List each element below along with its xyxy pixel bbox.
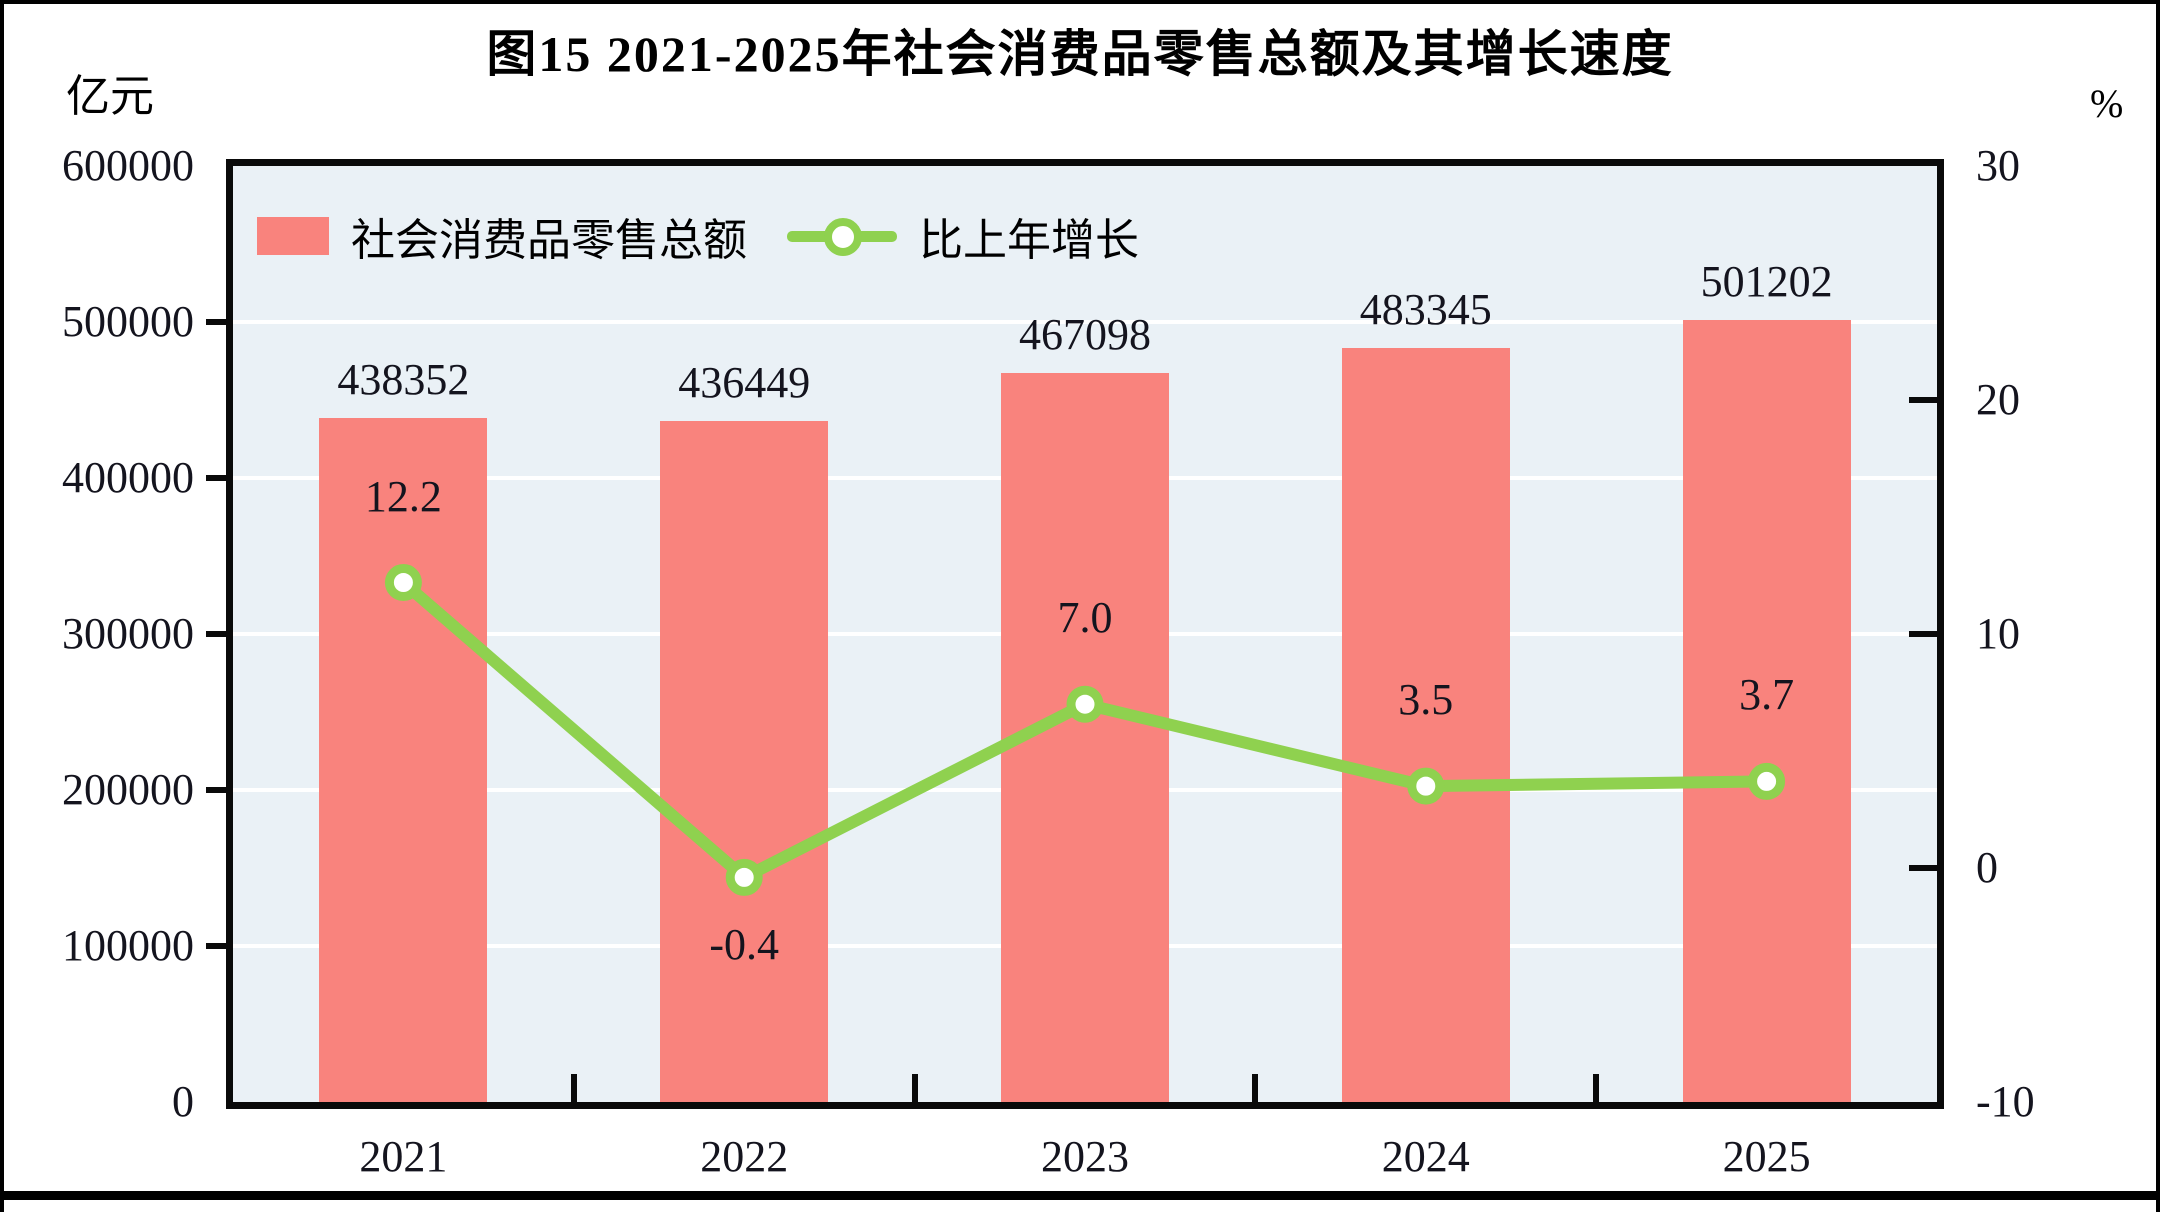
growth-value-label: 3.5 bbox=[1398, 675, 1454, 725]
bar-value-label: 436449 bbox=[678, 358, 811, 408]
legend-line-label: 比上年增长 bbox=[919, 216, 1139, 265]
bar-value-label: 501202 bbox=[1700, 257, 1833, 307]
chart-title: 图15 2021-2025年社会消费品零售总额及其增长速度 bbox=[486, 26, 1674, 82]
left-axis-tick-label: 0 bbox=[172, 1077, 194, 1126]
growth-marker bbox=[1748, 762, 1786, 800]
growth-marker bbox=[725, 858, 763, 896]
x-axis-category-label: 2021 bbox=[359, 1132, 448, 1181]
left-axis-tick bbox=[206, 319, 226, 325]
right-axis-tick bbox=[1909, 865, 1937, 871]
x-axis-tick bbox=[570, 1074, 577, 1102]
bar-layer bbox=[233, 166, 1937, 1102]
x-axis-tick bbox=[1252, 1074, 1259, 1102]
inner-axis-ticks bbox=[233, 166, 1937, 1102]
right-axis-tick bbox=[1909, 631, 1937, 637]
bar bbox=[1341, 347, 1510, 1102]
left-axis-tick-label: 600000 bbox=[62, 141, 194, 190]
left-axis-tick bbox=[206, 943, 226, 949]
gridline bbox=[233, 320, 1937, 324]
bar-series-swatch-icon bbox=[257, 217, 329, 255]
bar bbox=[660, 421, 829, 1102]
growth-marker bbox=[1407, 767, 1445, 805]
x-axis-category-label: 2023 bbox=[1041, 1132, 1129, 1181]
x-axis-tick bbox=[1593, 1074, 1600, 1102]
bar bbox=[319, 418, 488, 1102]
left-axis-tick bbox=[206, 475, 226, 481]
growth-marker bbox=[384, 564, 422, 602]
left-axis-tick-label: 300000 bbox=[62, 609, 194, 658]
left-axis-tick bbox=[206, 787, 226, 793]
data-label-layer: 438352 436449 467098 483345 501202 12.2 -0.4 7.… bbox=[233, 166, 1937, 1102]
plot-area: 438352 436449 467098 483345 501202 12.2 -0.4 7.… bbox=[226, 159, 1944, 1109]
left-axis-unit-label: 亿元 bbox=[66, 72, 154, 121]
figure-bottom-rule bbox=[4, 1191, 2156, 1200]
x-axis-category-label: 2024 bbox=[1381, 1132, 1470, 1181]
growth-value-label: 7.0 bbox=[1057, 593, 1113, 643]
line-layer bbox=[233, 166, 1937, 1102]
x-axis-category-label: 2025 bbox=[1722, 1132, 1811, 1181]
right-axis-tick-label: 0 bbox=[1976, 843, 1998, 892]
right-axis-tick-label: 20 bbox=[1976, 375, 2020, 424]
right-axis-tick-label: 30 bbox=[1976, 141, 2020, 190]
x-axis-category-label: 2022 bbox=[700, 1132, 789, 1181]
right-axis-tick-label: -10 bbox=[1976, 1077, 2035, 1126]
right-axis-tick-label: 10 bbox=[1976, 609, 2020, 658]
right-axis-unit-label: % bbox=[2090, 81, 2124, 126]
left-axis-tick-label: 400000 bbox=[62, 453, 194, 502]
growth-line-svg bbox=[384, 564, 1786, 896]
growth-value-label: 3.7 bbox=[1739, 670, 1795, 720]
bar bbox=[1682, 320, 1851, 1102]
bar-value-label: 438352 bbox=[337, 355, 470, 405]
left-axis-tick-label: 100000 bbox=[62, 921, 194, 970]
left-axis-tick bbox=[206, 631, 226, 637]
left-axis-tick-label: 500000 bbox=[62, 297, 194, 346]
bar-value-label: 483345 bbox=[1359, 284, 1492, 334]
legend: 社会消费品零售总额 比上年增长 bbox=[257, 204, 1139, 268]
legend-bar-label: 社会消费品零售总额 bbox=[351, 216, 747, 265]
growth-value-label: 12.2 bbox=[364, 471, 442, 521]
x-axis-tick bbox=[911, 1074, 918, 1102]
line-series-marker-icon bbox=[787, 216, 897, 256]
bar-value-label: 467098 bbox=[1019, 310, 1151, 360]
left-axis-tick-label: 200000 bbox=[62, 765, 194, 814]
growth-marker bbox=[1066, 685, 1104, 723]
right-axis-tick bbox=[1909, 397, 1937, 403]
growth-value-label: -0.4 bbox=[709, 920, 780, 970]
